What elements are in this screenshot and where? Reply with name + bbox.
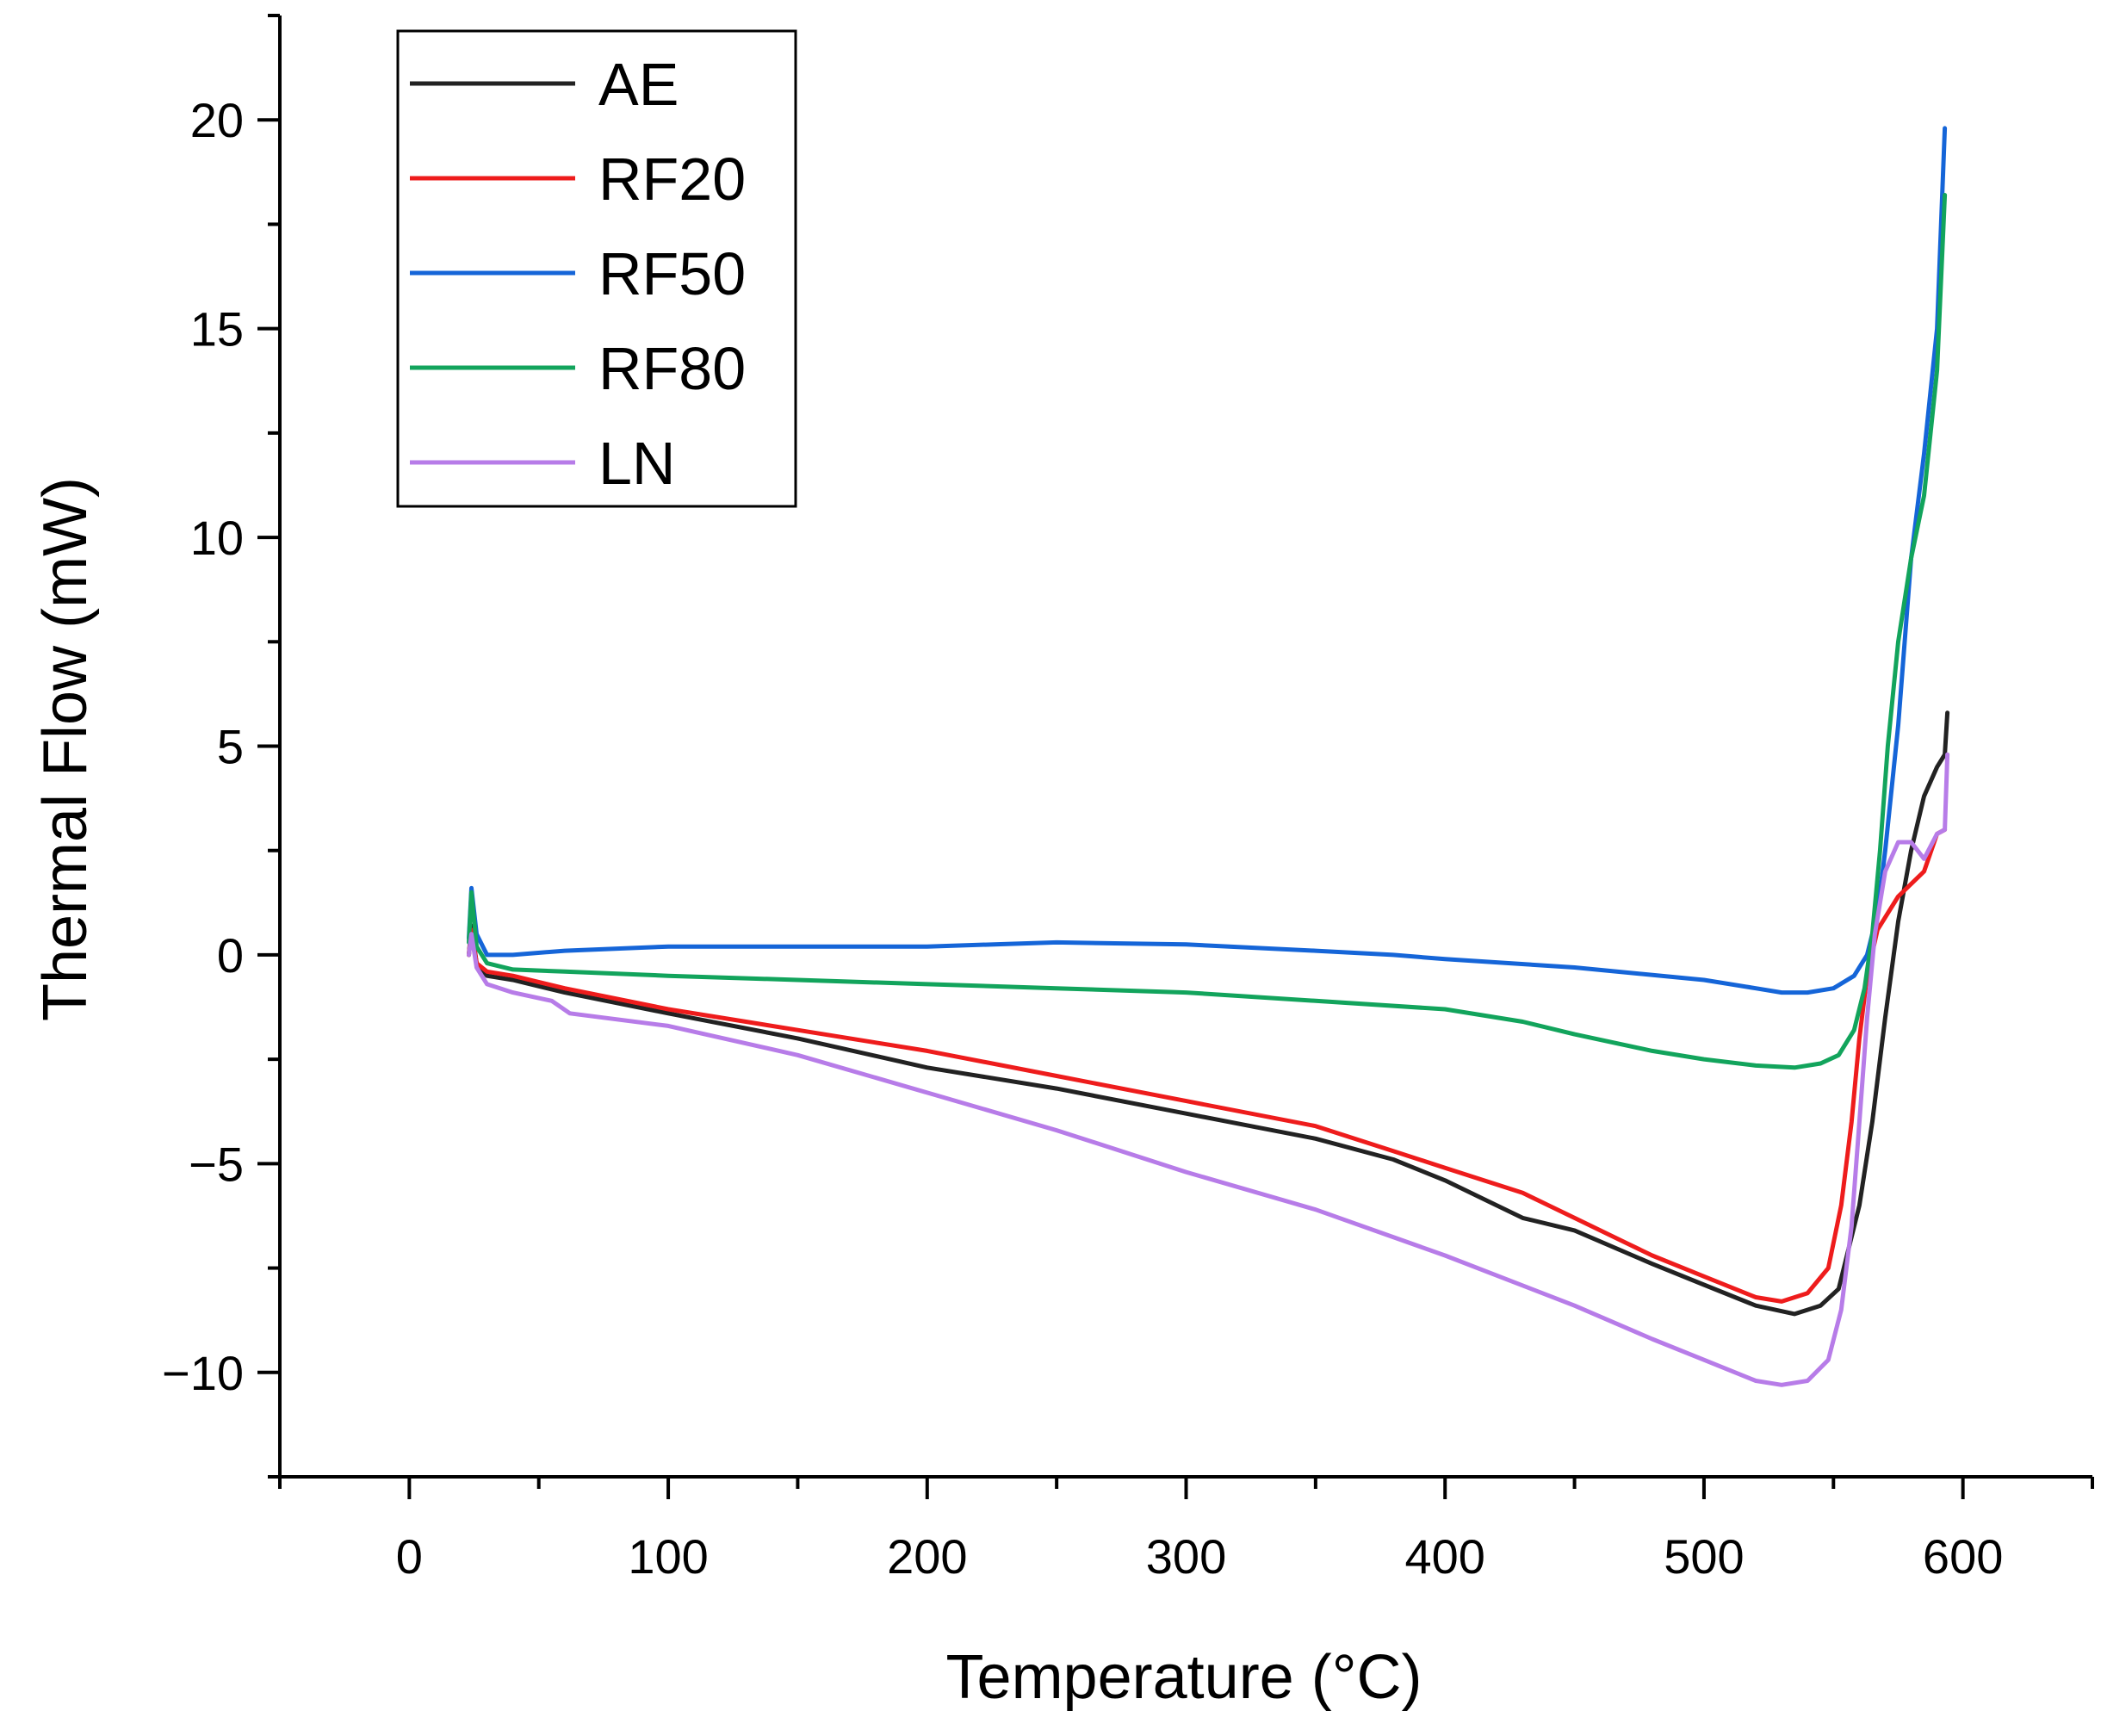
- x-tick-label: 500: [1664, 1529, 1744, 1584]
- legend-label-rf80: RF80: [598, 335, 746, 402]
- y-tick-label: −5: [189, 1137, 244, 1191]
- y-tick-label: 5: [217, 720, 244, 774]
- legend-items: AE RF20 RF50 RF80 LN: [410, 51, 746, 497]
- x-tick-label: 200: [887, 1529, 967, 1584]
- y-tick-label: 0: [217, 928, 244, 983]
- x-tick-label: 0: [396, 1529, 423, 1584]
- series-line-rf80: [467, 193, 1948, 1070]
- legend: AE RF20 RF50 RF80 LN: [396, 29, 797, 508]
- legend-label-rf50: RF50: [598, 240, 746, 307]
- legend-box: [396, 29, 797, 508]
- x-tick-label: 100: [628, 1529, 708, 1584]
- y-tick-label: 20: [190, 93, 244, 147]
- x-axis-ticks: 0 100 200 300 400 500 600: [278, 1477, 2094, 1584]
- y-tick-label: 10: [190, 511, 244, 565]
- legend-label-ln: LN: [598, 430, 675, 497]
- y-tick-label: 15: [190, 302, 244, 356]
- y-axis-title: Thermal Flow (mW): [31, 477, 100, 1021]
- y-axis-ticks: −10 −5 0 5 10 15 20: [162, 14, 280, 1479]
- legend-label-rf20: RF20: [598, 146, 746, 213]
- x-axis-title: Temperature (°C): [946, 1643, 1422, 1712]
- legend-label-ae: AE: [598, 51, 679, 118]
- x-tick-label: 600: [1923, 1529, 2003, 1584]
- series-line-rf20: [467, 828, 1948, 1304]
- series-layer: [467, 126, 1950, 1387]
- x-tick-label: 300: [1146, 1529, 1226, 1584]
- series-line-rf50: [467, 126, 1948, 995]
- series-line-ln: [467, 752, 1950, 1387]
- x-tick-label: 400: [1404, 1529, 1484, 1584]
- series-line-ae: [467, 710, 1950, 1317]
- y-tick-label: −10: [162, 1346, 244, 1400]
